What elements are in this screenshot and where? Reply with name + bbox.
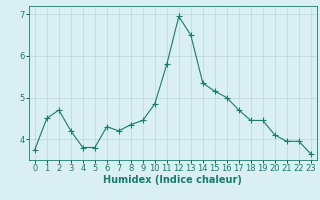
X-axis label: Humidex (Indice chaleur): Humidex (Indice chaleur) (103, 175, 242, 185)
